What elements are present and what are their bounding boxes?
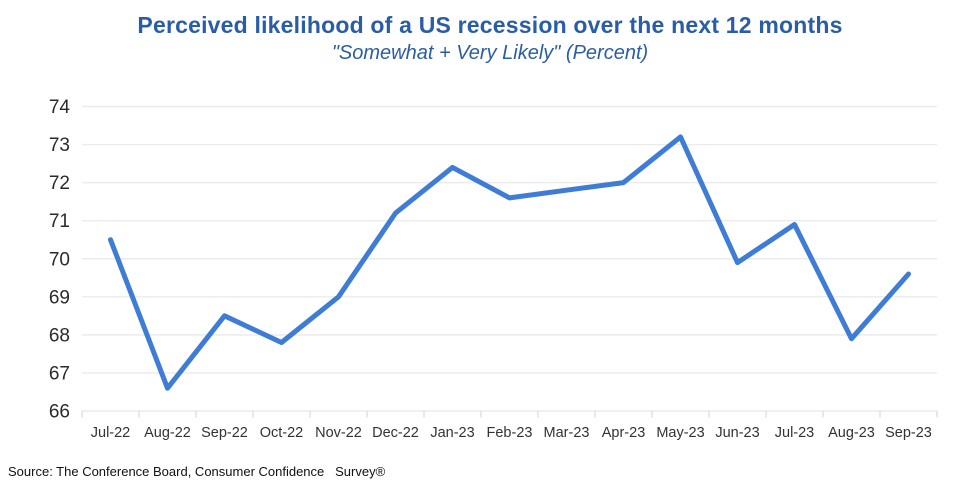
y-axis-label: 67 bbox=[49, 363, 70, 384]
chart-subtitle: "Somewhat + Very Likely" (Percent) bbox=[331, 42, 649, 64]
x-axis-label: Aug-22 bbox=[144, 425, 191, 441]
source-note: Source: The Conference Board, Consumer C… bbox=[8, 464, 386, 479]
y-axis-label: 73 bbox=[49, 135, 70, 156]
x-axis-label: Aug-23 bbox=[828, 425, 875, 441]
x-axis-label: Dec-22 bbox=[372, 425, 419, 441]
y-axis-label: 72 bbox=[49, 173, 70, 194]
y-axis-label: 66 bbox=[49, 402, 70, 423]
x-axis-label: Jun-23 bbox=[715, 425, 759, 441]
y-axis-label: 68 bbox=[49, 325, 70, 346]
x-axis-label: Jan-23 bbox=[430, 425, 474, 441]
recession-likelihood-line bbox=[108, 134, 911, 391]
y-axis-label: 70 bbox=[49, 249, 70, 270]
x-axis-label: Sep-23 bbox=[885, 425, 932, 441]
x-axis-label: Feb-23 bbox=[487, 425, 533, 441]
chart-title: Perceived likelihood of a US recession o… bbox=[137, 12, 843, 38]
x-axis-ticks bbox=[81, 411, 938, 418]
y-axis-labels: 66 67 68 69 70 71 72 73 74 bbox=[49, 97, 71, 423]
y-axis-label: 71 bbox=[49, 211, 70, 232]
y-axis-label: 69 bbox=[49, 287, 70, 308]
x-axis-label: Nov-22 bbox=[315, 425, 362, 441]
x-axis-labels: Jul-22 Aug-22 Sep-22 Oct-22 Nov-22 Dec-22 Jan-… bbox=[91, 425, 932, 441]
x-axis-label: Oct-22 bbox=[260, 425, 304, 441]
gridlines bbox=[82, 105, 937, 412]
x-axis-label: May-23 bbox=[656, 425, 704, 441]
x-axis-label: Sep-22 bbox=[201, 425, 248, 441]
x-axis-label: Jul-22 bbox=[91, 425, 131, 441]
x-axis-label: Mar-23 bbox=[544, 425, 590, 441]
x-axis-label: Jul-23 bbox=[775, 425, 815, 441]
y-axis-label: 74 bbox=[49, 97, 71, 118]
x-axis-label: Apr-23 bbox=[602, 425, 646, 441]
